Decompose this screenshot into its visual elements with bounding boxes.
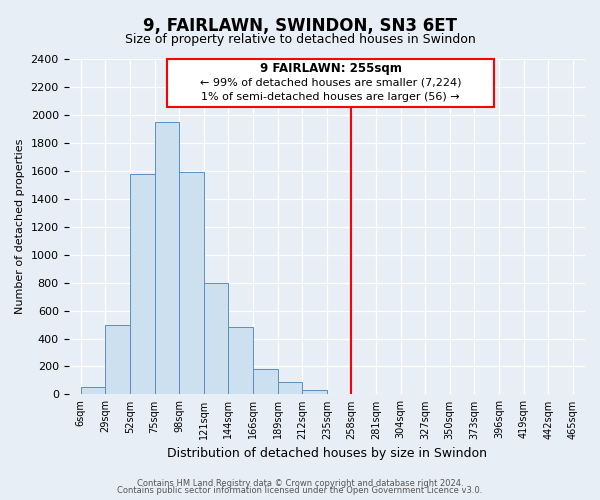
Text: 9, FAIRLAWN, SWINDON, SN3 6ET: 9, FAIRLAWN, SWINDON, SN3 6ET	[143, 18, 457, 36]
Bar	[155, 122, 179, 394]
Text: Size of property relative to detached houses in Swindon: Size of property relative to detached ho…	[125, 32, 475, 46]
Bar	[278, 382, 302, 394]
Bar	[229, 328, 253, 394]
Bar	[130, 174, 155, 394]
Text: ← 99% of detached houses are smaller (7,224): ← 99% of detached houses are smaller (7,…	[200, 78, 461, 88]
X-axis label: Distribution of detached houses by size in Swindon: Distribution of detached houses by size …	[167, 447, 487, 460]
Bar	[106, 324, 130, 394]
Text: Contains HM Land Registry data © Crown copyright and database right 2024.: Contains HM Land Registry data © Crown c…	[137, 478, 463, 488]
Bar	[179, 172, 204, 394]
Bar	[302, 390, 327, 394]
Y-axis label: Number of detached properties: Number of detached properties	[15, 139, 25, 314]
Text: Contains public sector information licensed under the Open Government Licence v3: Contains public sector information licen…	[118, 486, 482, 495]
Bar	[81, 388, 106, 394]
Text: 1% of semi-detached houses are larger (56) →: 1% of semi-detached houses are larger (5…	[201, 92, 460, 102]
FancyBboxPatch shape	[167, 59, 494, 106]
Bar	[204, 282, 229, 395]
Text: 9 FAIRLAWN: 255sqm: 9 FAIRLAWN: 255sqm	[260, 62, 401, 75]
Bar	[253, 368, 278, 394]
